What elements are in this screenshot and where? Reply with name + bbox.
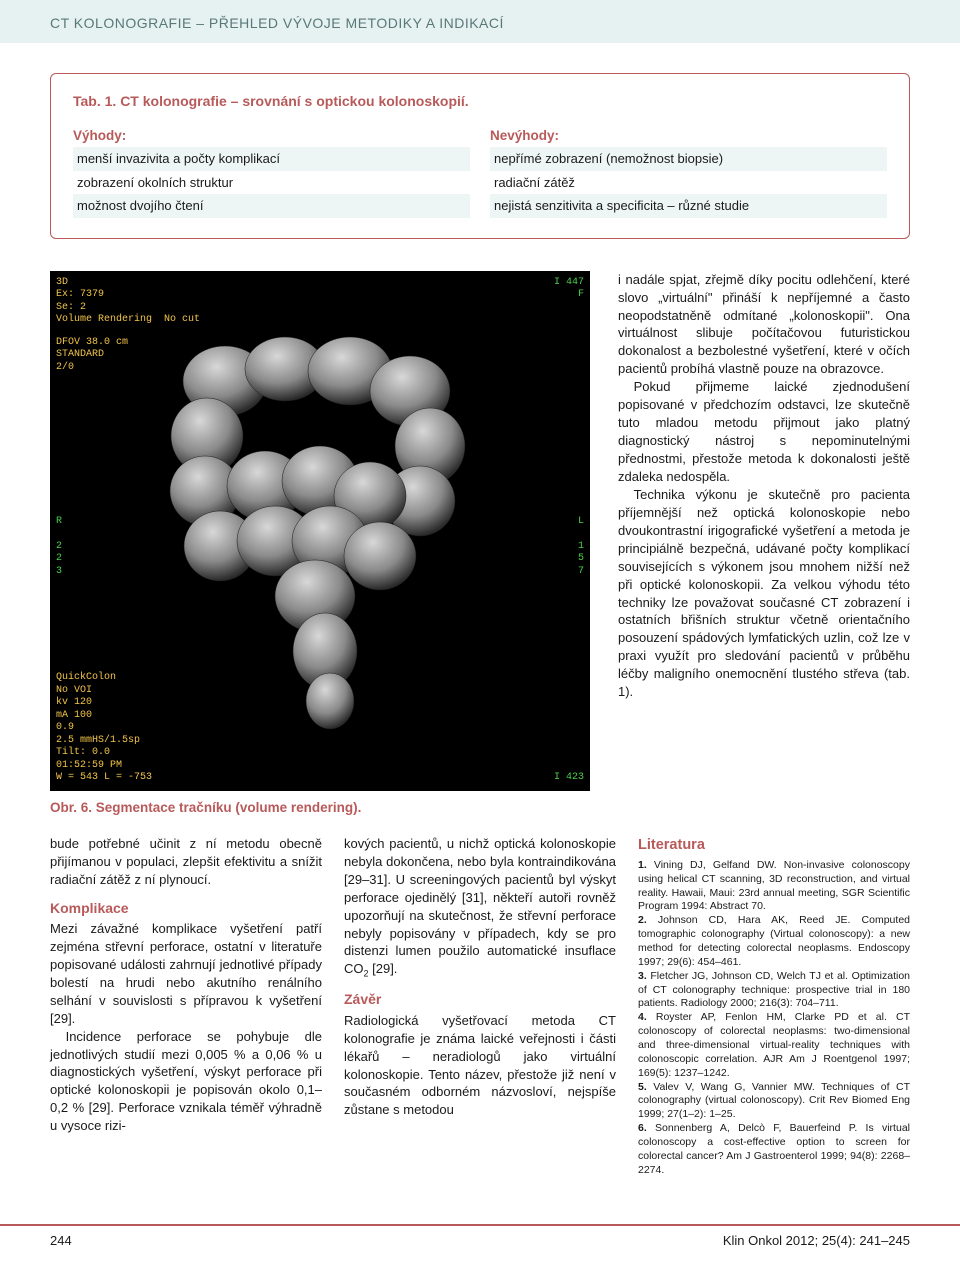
paragraph: kových pacientů, u nichž optická kolonos…: [344, 835, 616, 981]
figure-6-image: 3D Ex: 7379 Se: 2 Volume Rendering No cu…: [50, 271, 590, 791]
column-3-literature: Literatura 1. Vining DJ, Gelfand DW. Non…: [638, 835, 910, 1178]
table-row: menší invazivita a počty komplikací: [73, 147, 470, 171]
reference-item: 6. Sonnenberg A, Delcò F, Bauerfeind P. …: [638, 1122, 910, 1177]
paragraph: Radiologická vyšetřovací metoda CT kolon…: [344, 1012, 616, 1120]
table-row: nejistá senzitivita a specificita – různ…: [490, 194, 887, 218]
ct-overlay-text: R 2 2 3: [56, 516, 62, 579]
column-2: kových pacientů, u nichž optická kolonos…: [344, 835, 616, 1178]
paragraph: Mezi závažné komplikace vyšetření patří …: [50, 920, 322, 1028]
table-row: radiační zátěž: [490, 171, 887, 195]
table-row: možnost dvojího čtení: [73, 194, 470, 218]
reference-item: 5. Valev V, Wang G, Vannier MW. Techniqu…: [638, 1081, 910, 1123]
ct-overlay-text: QuickColon No VOI kv 120 mA 100 0.9 2.5 …: [56, 672, 152, 785]
colon-render-icon: [165, 331, 475, 731]
ct-overlay-text: L 1 5 7: [578, 516, 584, 579]
page-number: 244: [50, 1232, 76, 1250]
table-1-right-header: Nevýhody:: [490, 125, 887, 147]
table-1-title: Tab. 1. CT kolonografie – srovnání s opt…: [73, 92, 887, 111]
reference-item: 2. Johnson CD, Hara AK, Reed JE. Compute…: [638, 914, 910, 969]
running-header: CT KOLONOGRAFIE – PŘEHLED VÝVOJE METODIK…: [0, 0, 960, 43]
paragraph: Incidence perforace se pohybuje dle jedn…: [50, 1028, 322, 1136]
table-row: nepřímé zobrazení (nemožnost biopsie): [490, 147, 887, 171]
figure-6-caption: Obr. 6. Segmentace tračníku (volume rend…: [50, 799, 590, 817]
journal-citation: Klin Onkol 2012; 25(4): 241–245: [723, 1232, 910, 1250]
ct-overlay-text: I 423: [554, 772, 584, 785]
ct-overlay-text: 3D Ex: 7379 Se: 2 Volume Rendering No cu…: [56, 277, 200, 327]
ct-overlay-text: DFOV 38.0 cm STANDARD 2/0: [56, 337, 128, 375]
table-1: Tab. 1. CT kolonografie – srovnání s opt…: [50, 73, 910, 239]
paragraph: bude potřebné učinit z ní metodu obecně …: [50, 835, 322, 889]
subheading-komplikace: Komplikace: [50, 899, 322, 918]
page-footer: 244 Klin Onkol 2012; 25(4): 241–245: [0, 1224, 960, 1269]
paragraph: Pokud přijmeme laické zjednodušení popis…: [618, 378, 910, 486]
subheading-zaver: Závěr: [344, 990, 616, 1009]
column-1: bude potřebné učinit z ní metodu obecně …: [50, 835, 322, 1178]
table-1-left-header: Výhody:: [73, 125, 470, 147]
paragraph: i nadále spjat, zřejmě díky pocitu odleh…: [618, 271, 910, 379]
table-row: zobrazení okolních struktur: [73, 171, 470, 195]
paragraph: Technika výkonu je skutečně pro pacienta…: [618, 486, 910, 701]
running-header-text: CT KOLONOGRAFIE – PŘEHLED VÝVOJE METODIK…: [50, 15, 504, 31]
body-text-right: i nadále spjat, zřejmě díky pocitu odleh…: [618, 271, 910, 817]
reference-item: 3. Fletcher JG, Johnson CD, Welch TJ et …: [638, 970, 910, 1012]
reference-item: 4. Royster AP, Fenlon HM, Clarke PD et a…: [638, 1011, 910, 1080]
reference-item: 1. Vining DJ, Gelfand DW. Non-invasive c…: [638, 859, 910, 914]
literature-heading: Literatura: [638, 835, 910, 855]
ct-overlay-text: I 447 F: [554, 277, 584, 302]
